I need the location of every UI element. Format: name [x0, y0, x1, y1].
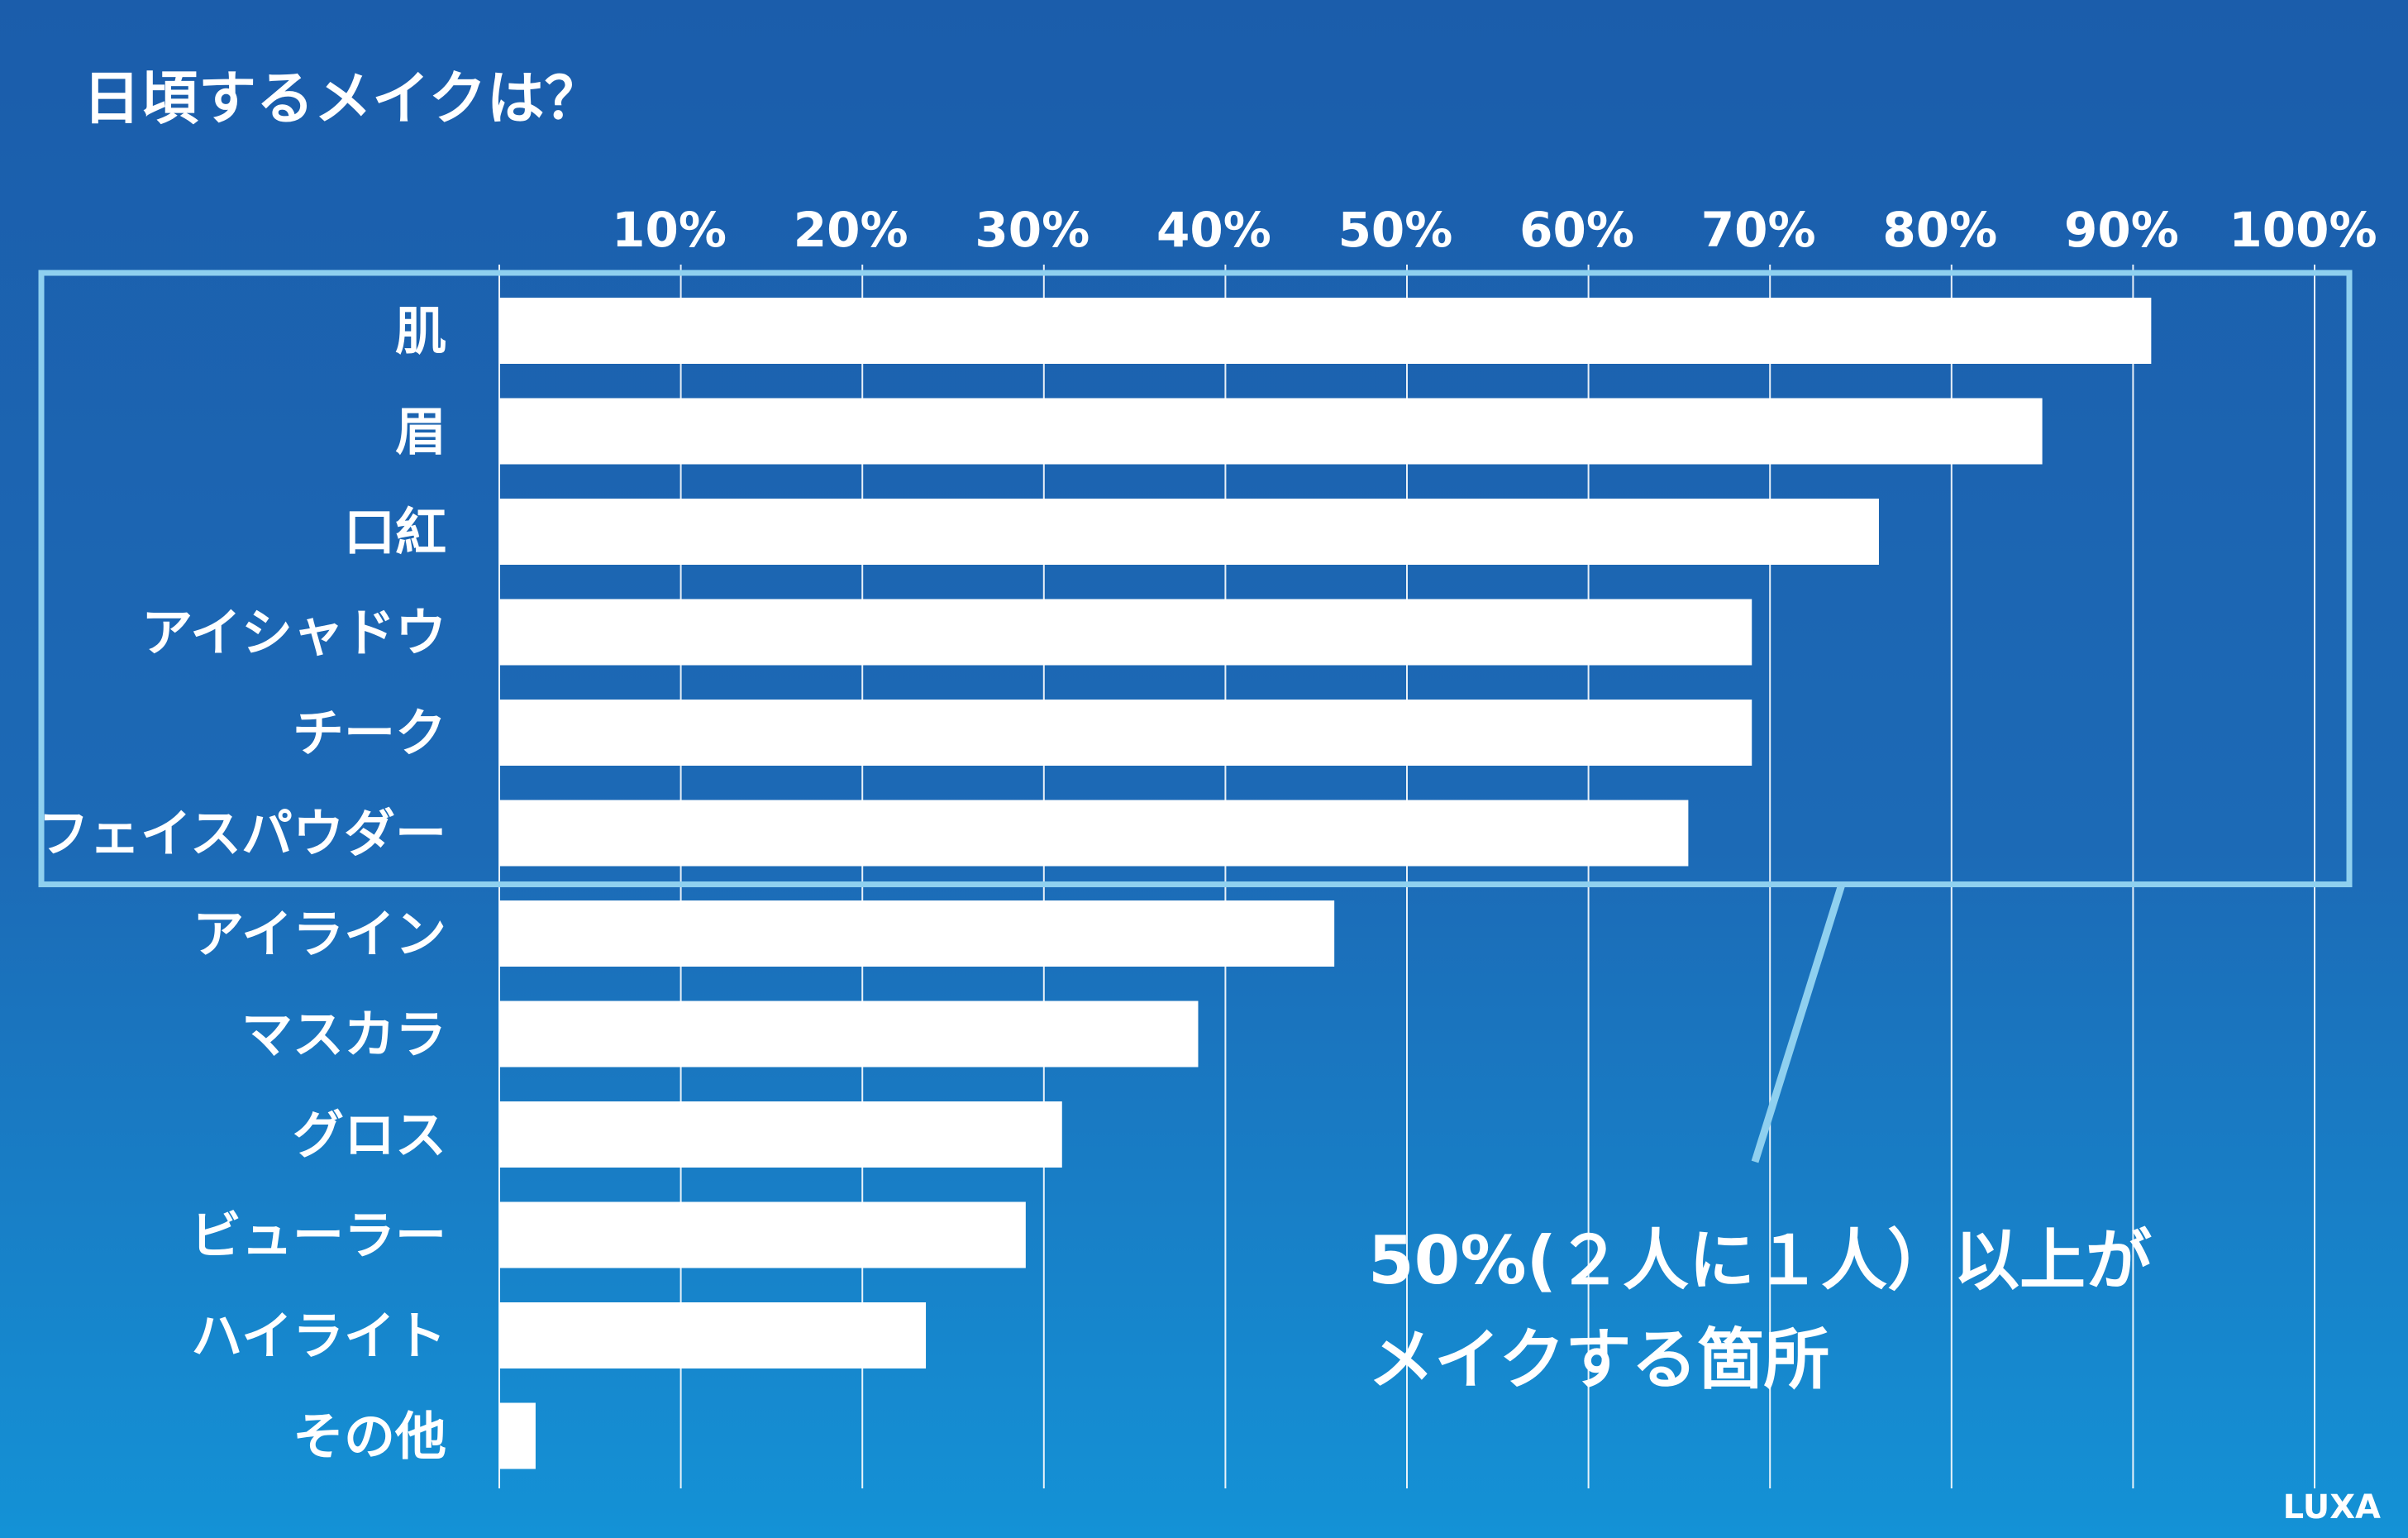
category-label: グロス [293, 1105, 446, 1165]
x-tick-label: 10% [612, 202, 727, 258]
bar [499, 599, 1752, 666]
bar [499, 298, 2152, 364]
bar [499, 1001, 1199, 1068]
grid-layer [498, 265, 2315, 1488]
bars [499, 298, 2152, 1469]
x-tick-label: 100% [2229, 202, 2377, 258]
category-label: 口紅 [344, 502, 446, 562]
category-label: アイライン [193, 904, 446, 964]
category-label: ビューラー [190, 1206, 446, 1266]
bar [499, 398, 2043, 465]
x-tick-label: 70% [1701, 202, 1816, 258]
bar [499, 900, 1335, 967]
x-tick-label: 40% [1156, 202, 1271, 258]
category-label: アイシャドウ [141, 603, 446, 663]
highlight-frame [38, 270, 2353, 887]
category-label: 眉 [395, 402, 446, 462]
x-tick-label: 30% [975, 202, 1090, 258]
category-label: ハイライト [191, 1306, 446, 1366]
chart-title: 日頃するメイクは？ [83, 64, 603, 132]
bar [499, 499, 1879, 565]
callout-line-1: 50%(２人に１人）以上が [1368, 1222, 2152, 1299]
x-tick-label: 50% [1338, 202, 1453, 258]
bar [499, 1201, 1026, 1268]
x-tick-label: 80% [1882, 202, 1997, 258]
x-tick-label: 20% [794, 202, 908, 258]
category-label: フェイスパウダー [38, 804, 446, 864]
x-axis-ticks: 10% 20% 30% 40% 50% 60% 70% 80% 90% 100% [612, 202, 2377, 258]
highlight-group [38, 270, 2353, 1163]
bar [499, 1302, 927, 1368]
callout-line-2: メイクする箇所 [1368, 1321, 1829, 1398]
bar [499, 1402, 536, 1469]
bar [499, 800, 1689, 867]
category-label: チーク [293, 703, 446, 763]
category-label: 肌 [395, 301, 446, 361]
category-label: マスカラ [241, 1005, 446, 1065]
brand-logo: LUXA [2283, 1488, 2381, 1526]
category-label: その他 [293, 1407, 446, 1467]
bar [499, 700, 1752, 766]
x-tick-label: 60% [1519, 202, 1634, 258]
category-labels: 肌眉口紅アイシャドウチークフェイスパウダーアイラインマスカラグロスビューラーハイ… [38, 301, 446, 1467]
x-tick-label: 90% [2064, 202, 2179, 258]
callout-connector [1751, 883, 1846, 1163]
bar [499, 1101, 1062, 1168]
